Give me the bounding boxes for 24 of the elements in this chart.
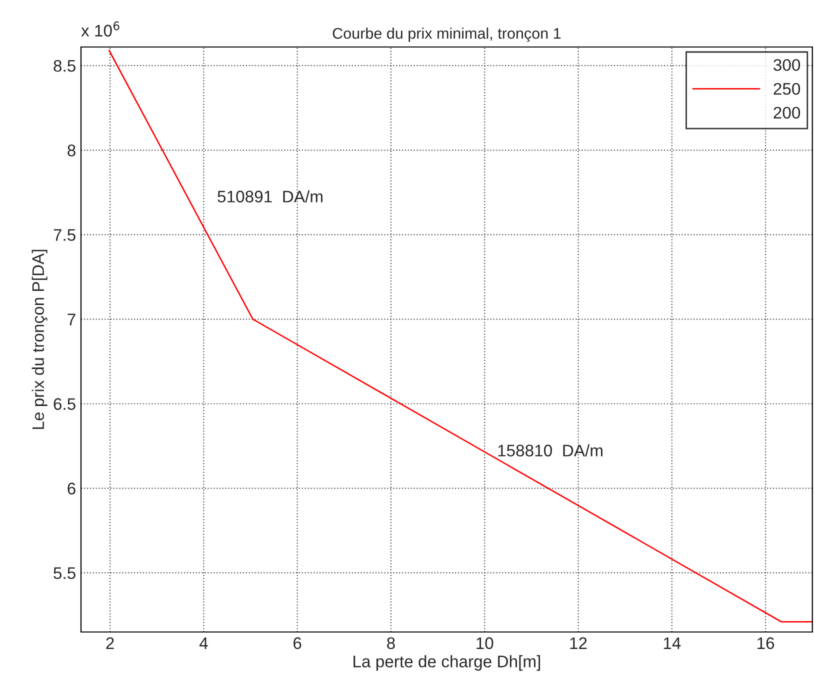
- x-tick-label: 12: [570, 637, 587, 649]
- annotation: 510891 DA/m: [218, 190, 322, 202]
- x-axis-title: La perte de charge Dh[m]: [354, 655, 540, 671]
- y-tick-label: 6: [68, 482, 76, 494]
- text: x 10$^{6}$: [81, 21, 120, 37]
- x-tick-label: 14: [664, 637, 681, 649]
- y-tick-label: 8: [68, 144, 76, 156]
- text: 300: [774, 59, 800, 71]
- legend-label: 250: [774, 82, 800, 95]
- x-tick-label: 4: [199, 637, 208, 649]
- y-tick-label: 8.5: [54, 60, 76, 72]
- y-tick-label: 6.5: [54, 398, 76, 410]
- annotation: 158810 DA/m: [498, 444, 602, 456]
- x-tick-label: 10: [476, 637, 494, 650]
- x-tick-label: 6: [294, 637, 302, 650]
- y-tick-label: 7: [68, 314, 76, 326]
- x-tick-label: 16: [758, 637, 774, 650]
- y-tick-label: 7.5: [54, 229, 76, 241]
- y-axis-title: Le prix du tronçon P[DA]: [32, 250, 48, 429]
- x-tick-label: 2: [106, 637, 114, 649]
- x-tick-label: 8: [387, 637, 395, 650]
- y-tick-label: 5.5: [54, 567, 76, 580]
- chart-title: Courbe du prix minimal, tronçon 1: [332, 28, 561, 42]
- text: 200: [774, 106, 800, 119]
